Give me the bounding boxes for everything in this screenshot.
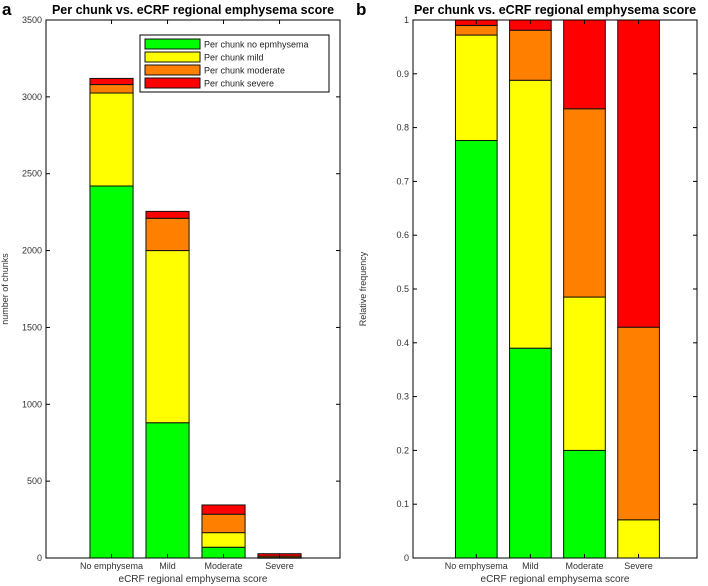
legend-label: Per chunk mild [204,53,264,63]
x-tick-label: Mild [159,561,176,571]
bar-segment-mild-1 [145,250,190,424]
y-tick-label: 0.2 [396,445,409,455]
y-tick-label: 0 [404,553,409,563]
bar-segment-mild-0 [509,347,552,559]
y-tick-label: 0.3 [396,392,409,402]
bar-segment-severe-2 [617,326,660,521]
x-tick-label: Mild [522,561,539,571]
y-tick-label: 0.4 [396,338,409,348]
chart-panel-a: a Per chunk vs. eCRF regional emphysema s… [0,0,341,585]
bar-segment-no-emphysema-2 [89,84,134,94]
legend-label: Per chunk no epmhysema [204,40,309,50]
chart-title: Per chunk vs. eCRF regional emphysema sc… [414,3,696,17]
bar-segment-moderate-2 [563,108,606,298]
bar-segment-no-emphysema-2 [454,24,498,36]
bar-segment-no-emphysema-0 [454,140,498,559]
panel-label: b [356,0,366,19]
y-tick-label: 1500 [22,322,42,332]
chart-panel-b: b Per chunk vs. eCRF regional emphysema s… [356,0,698,585]
bar-segment-moderate-1 [201,532,246,548]
bar-segment-no-emphysema-3 [89,77,134,86]
bar-segment-mild-2 [509,29,552,81]
y-tick-label: 3000 [22,92,42,102]
x-tick-label: Severe [265,561,294,571]
x-axis-label: eCRF regional emphysema score [481,574,630,585]
plot-frame [45,19,341,559]
y-tick-label: 1000 [22,399,42,409]
legend-label: Per chunk moderate [204,66,285,76]
y-tick-label: 0.6 [396,230,409,240]
chart-title: Per chunk vs. eCRF regional emphysema sc… [52,3,334,17]
bar-segment-severe-3 [617,19,660,328]
bar-segment-no-emphysema-1 [454,34,498,142]
y-tick-label: 3500 [22,15,42,25]
legend-swatch [144,51,201,63]
y-tick-label: 0.1 [396,499,409,509]
y-tick-label: 2000 [22,246,42,256]
legend-swatch [144,64,201,76]
y-tick-label: 0.9 [396,69,409,79]
y-axis-label: number of chunks [0,253,10,325]
bar-segment-mild-3 [145,210,190,219]
y-tick-label: 500 [27,476,42,486]
bar-segment-moderate-2 [201,513,246,534]
legend: Per chunk no epmhysema Per chunk mild Per … [139,34,330,93]
bar-segment-moderate-3 [563,19,606,110]
legend-label: Per chunk severe [204,79,274,89]
x-tick-label: Moderate [205,561,243,571]
bar-segment-mild-1 [509,79,552,349]
bar-segment-no-emphysema-1 [89,92,134,187]
y-tick-label: 0 [37,553,42,563]
y-tick-label: 0.5 [396,284,409,294]
bar-segment-moderate-0 [563,449,606,559]
panel-label: a [2,0,12,19]
x-axis-label: eCRF regional emphysema score [119,574,268,585]
bar-segment-severe-1 [617,519,660,559]
bar-segment-no-emphysema-0 [89,185,134,559]
legend-swatch [144,77,201,89]
x-tick-label: Moderate [565,561,603,571]
y-tick-label: 0.8 [396,123,409,133]
y-tick-label: 2500 [22,169,42,179]
y-tick-label: 0.7 [396,176,409,186]
x-tick-label: No emphysema [80,561,143,571]
bar-segment-mild-0 [145,422,190,559]
y-axis-label: Relative frequency [358,251,368,326]
bar-segment-moderate-3 [201,504,246,515]
bar-segment-moderate-1 [563,296,606,451]
bar-segment-mild-2 [145,217,190,252]
legend-swatch [144,38,201,50]
x-tick-label: No emphysema [445,561,508,571]
y-tick-label: 1 [404,15,409,25]
x-tick-label: Severe [624,561,653,571]
